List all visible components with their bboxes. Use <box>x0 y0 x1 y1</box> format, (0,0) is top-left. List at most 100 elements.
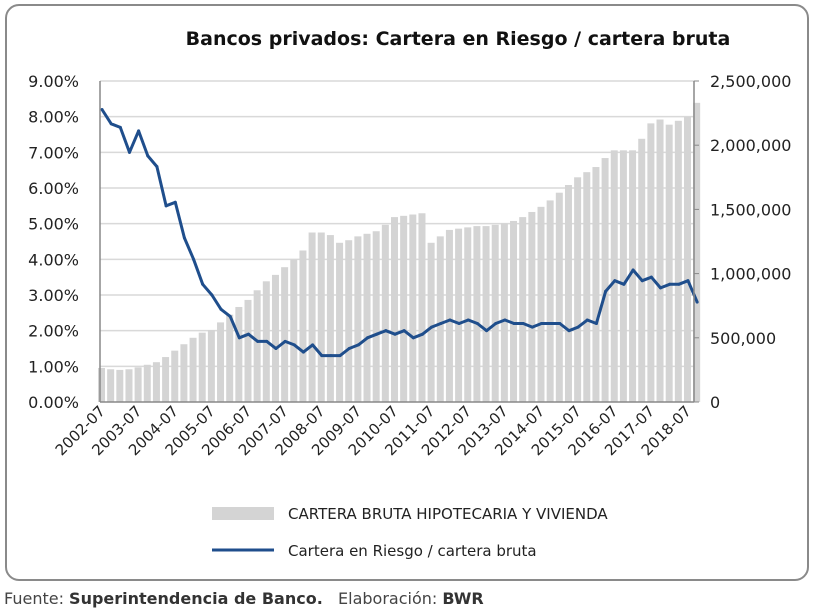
line-point <box>127 150 131 154</box>
line-point <box>210 293 214 297</box>
line-point <box>411 336 415 340</box>
bar <box>354 236 362 402</box>
line-point <box>356 343 360 347</box>
bar <box>152 362 160 402</box>
bar <box>674 120 682 402</box>
author: BWR <box>442 589 484 608</box>
bar <box>555 192 563 402</box>
line-point <box>485 329 489 333</box>
bar <box>107 369 115 402</box>
line-point <box>274 347 278 350</box>
bar <box>500 223 508 402</box>
y-right-tick-label: 500,000 <box>710 329 776 348</box>
line-point <box>576 325 580 329</box>
y-right-tick-label: 2,500,000 <box>710 72 791 91</box>
bar <box>308 232 316 402</box>
line-point <box>659 286 663 290</box>
legend-bar-swatch <box>212 507 274 520</box>
line-point <box>613 279 617 283</box>
line-point <box>475 322 479 326</box>
y-left-tick-label: 1.00% <box>28 357 79 376</box>
bar <box>537 206 545 402</box>
bar <box>207 330 215 402</box>
bar <box>546 200 554 402</box>
bar <box>601 158 609 402</box>
bar <box>482 226 490 402</box>
line-point <box>622 282 626 286</box>
y-left-tick-label: 5.00% <box>28 215 79 234</box>
y-right-tick-label: 1,500,000 <box>710 200 791 219</box>
line-point <box>247 332 250 336</box>
line-point <box>375 332 379 336</box>
bar <box>253 290 261 402</box>
line-point <box>311 343 315 347</box>
line-point <box>631 268 635 272</box>
source: Superintendencia de Banco. <box>69 589 323 608</box>
line-point <box>118 125 122 129</box>
line-point <box>420 332 424 336</box>
y-left-tick-label: 9.00% <box>28 72 79 91</box>
line-point <box>677 282 681 286</box>
y-right-tick-label: 0 <box>710 393 720 412</box>
bar <box>217 322 225 402</box>
line-point <box>173 200 177 204</box>
bar <box>400 215 408 402</box>
line-point <box>448 318 452 322</box>
bar <box>665 124 673 402</box>
bar <box>583 172 591 402</box>
y-left-tick-label: 2.00% <box>28 322 79 341</box>
line-point <box>512 322 516 326</box>
line-point <box>521 322 525 326</box>
line-point <box>430 325 434 329</box>
bar <box>299 250 307 402</box>
bar <box>189 337 197 402</box>
line-point <box>494 322 498 326</box>
y-left-tick-label: 0.00% <box>28 393 79 412</box>
bar <box>656 119 664 403</box>
bar <box>125 369 133 402</box>
bar <box>693 102 701 402</box>
line-point <box>530 325 534 329</box>
bar <box>226 314 234 402</box>
line-point <box>594 322 598 326</box>
line-point <box>558 322 562 326</box>
bar <box>519 217 527 402</box>
bar <box>290 259 298 402</box>
bar <box>418 213 426 402</box>
line-point <box>201 282 205 286</box>
bar <box>345 240 353 402</box>
bar <box>464 227 472 402</box>
y-right-tick-label: 2,000,000 <box>710 136 791 155</box>
line-point <box>567 329 571 333</box>
bar <box>491 224 499 402</box>
line-point <box>604 289 608 293</box>
bar <box>574 177 582 402</box>
bar <box>98 367 105 402</box>
bar <box>592 167 600 402</box>
line-point <box>640 279 644 283</box>
y-right-tick-label: 1,000,000 <box>710 265 791 284</box>
bar <box>409 214 417 402</box>
line-point <box>320 354 324 358</box>
bar <box>564 185 572 402</box>
bar <box>116 369 124 402</box>
chart-frame <box>5 4 809 581</box>
line-point <box>219 307 223 311</box>
line-point <box>649 275 653 279</box>
source-label: Fuente: <box>4 589 70 608</box>
bar <box>171 350 179 402</box>
bar <box>326 235 334 402</box>
line-point <box>146 154 150 158</box>
line-point <box>347 347 351 350</box>
line-point <box>256 339 260 343</box>
bar <box>235 306 243 402</box>
legend-line-label: Cartera en Riesgo / cartera bruta <box>288 542 537 560</box>
line-point <box>192 257 196 261</box>
footer: Fuente: Superintendencia de Banco. Elabo… <box>4 589 484 608</box>
bar <box>162 357 170 402</box>
line-point <box>384 329 388 333</box>
bar <box>445 229 453 402</box>
bar <box>317 232 325 402</box>
line-point <box>503 318 507 322</box>
